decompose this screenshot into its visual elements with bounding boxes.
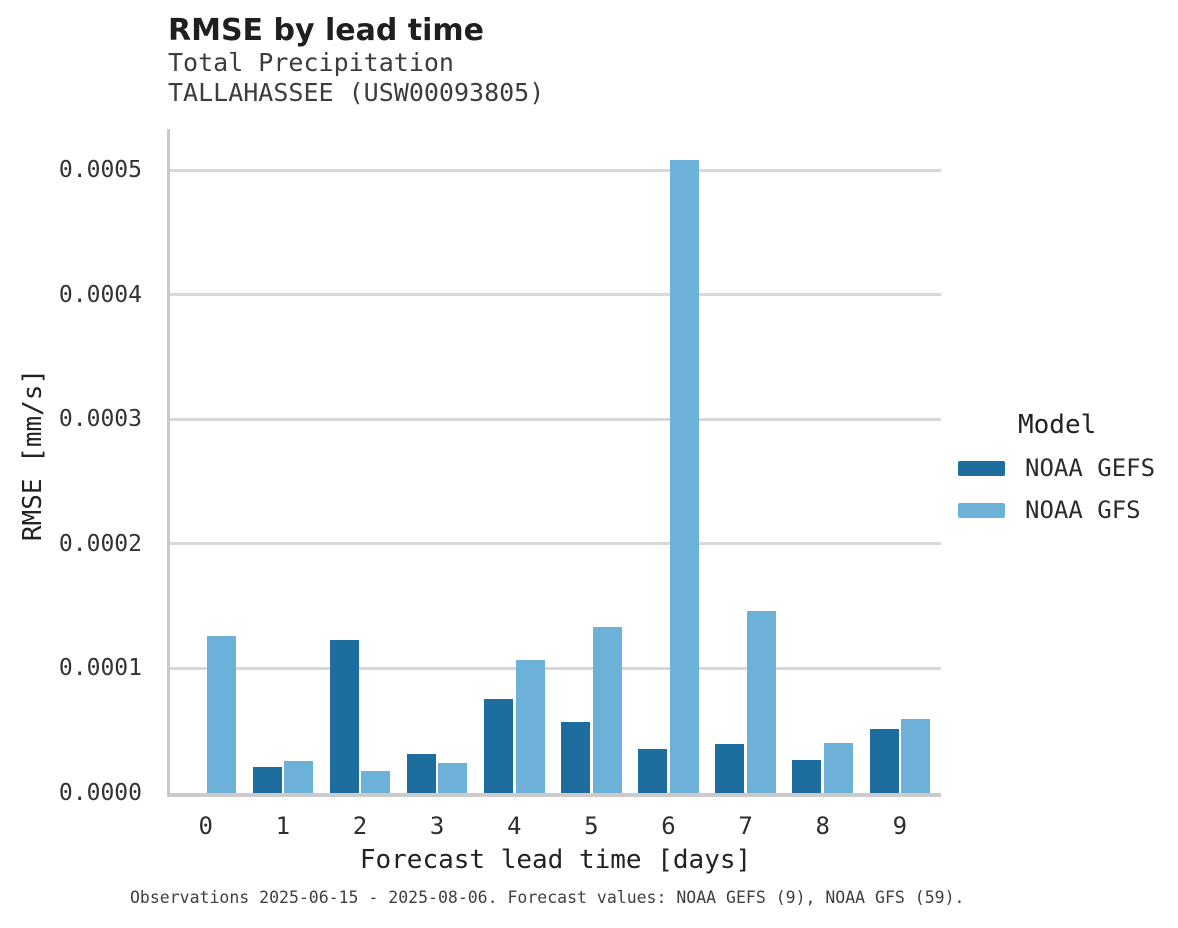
bar-noaa-gfs-lead-2 [361,771,391,793]
x-tick-label-6: 6 [661,812,676,840]
bar-noaa-gefs-lead-2 [329,639,359,793]
bar-noaa-gefs-lead-8 [792,760,822,793]
bar-noaa-gfs-lead-9 [901,718,931,793]
x-tick-label-0: 0 [198,812,213,840]
gridline-0.0005 [170,168,941,172]
gridline-0.0003 [170,417,941,421]
x-tick-label-7: 7 [738,812,753,840]
x-tick-label-3: 3 [429,812,445,840]
bar-noaa-gefs-lead-6 [638,749,668,793]
legend-label-noaa-gefs: NOAA GEFS [1025,454,1156,482]
legend-title: Model [1018,410,1097,440]
bar-noaa-gfs-lead-4 [515,659,545,793]
y-tick-label-0.0003: 0.0003 [58,406,142,433]
legend-swatch-noaa-gefs-icon [958,460,1005,476]
x-tick-label-1: 1 [275,812,291,840]
chart-header: RMSE by lead time Total Precipitation TA… [168,14,544,108]
legend-entry-noaa-gefs: NOAA GEFS [958,454,1155,482]
x-axis-title: Forecast lead time [days] [359,845,752,875]
bar-noaa-gfs-lead-7 [746,611,776,793]
chart-title: RMSE by lead time [168,13,484,48]
y-axis-spine [167,129,170,796]
y-tick-label-0.0005: 0.0005 [58,157,142,183]
x-axis-spine [167,793,941,797]
y-tick-label-0.0002: 0.0002 [58,530,142,557]
x-tick-label-4: 4 [506,812,522,840]
x-tick-label-5: 5 [584,812,599,840]
bar-noaa-gefs-lead-4 [483,698,513,793]
bar-noaa-gefs-lead-1 [252,766,282,793]
gridline-0.0004 [170,293,941,297]
x-tick-label-8: 8 [815,812,830,840]
caption-note: Observations 2025-06-15 - 2025-08-06. Fo… [130,888,965,907]
legend: Model NOAA GEFS NOAA GFS [958,410,1155,524]
y-tick-label-0.0004: 0.0004 [58,281,142,308]
legend-label-noaa-gfs: NOAA GFS [1025,496,1141,524]
bar-noaa-gfs-lead-8 [824,742,854,793]
bar-noaa-gefs-lead-5 [561,721,591,793]
bar-noaa-gfs-lead-3 [438,763,468,793]
bar-noaa-gefs-lead-9 [869,729,899,793]
bar-noaa-gfs-lead-0 [207,636,236,793]
legend-entry-noaa-gfs: NOAA GFS [958,496,1155,524]
legend-swatch-noaa-gfs-icon [958,502,1005,518]
chart-subtitle-variable: Total Precipitation [168,48,454,77]
bar-noaa-gfs-lead-6 [669,160,699,793]
x-tick-label-2: 2 [352,812,368,840]
gridline-0.0001 [170,666,941,670]
bar-noaa-gfs-lead-1 [284,760,314,793]
bar-noaa-gefs-lead-3 [406,754,436,793]
y-tick-label-0.0000: 0.0000 [58,780,142,806]
chart-subtitle-station: TALLAHASSEE (USW00093805) [168,78,545,107]
plot-area: 0 1 2 3 4 5 6 7 8 9 [167,129,941,840]
y-tick-labels: 0.0000 0.0001 0.0002 0.0003 0.0004 0.0005 [0,129,142,806]
y-tick-label-0.0001: 0.0001 [58,655,142,682]
bar-noaa-gfs-lead-5 [592,627,622,793]
bar-noaa-gefs-lead-7 [715,744,745,793]
gridline-0.0002 [170,542,941,546]
x-tick-label-9: 9 [892,812,908,840]
